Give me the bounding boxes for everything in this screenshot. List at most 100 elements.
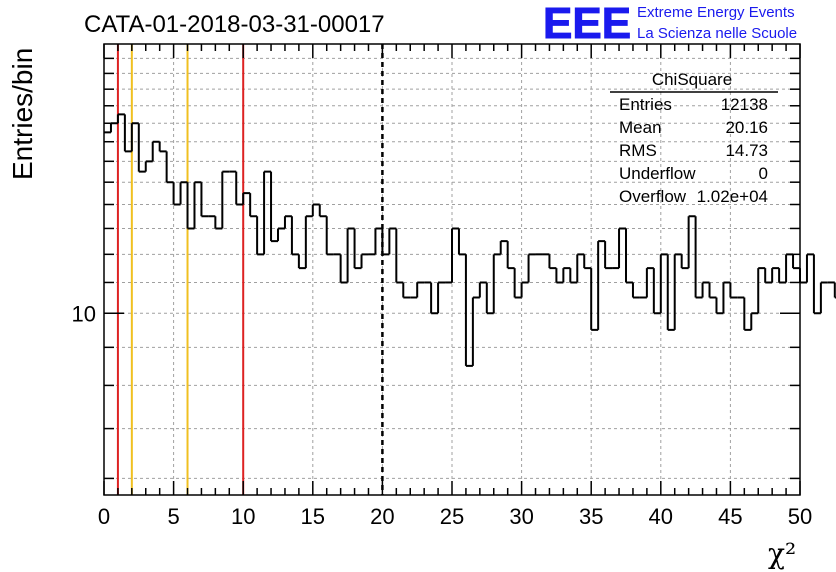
histogram-bin — [318, 204, 327, 218]
histogram-bin — [604, 241, 613, 270]
histogram-bin — [179, 181, 188, 205]
histogram-bin — [381, 228, 390, 256]
histogram-bin — [242, 192, 251, 205]
histogram-bin — [799, 268, 807, 284]
histogram-bin — [743, 297, 752, 331]
histogram-bin — [360, 253, 369, 269]
histogram-bin — [158, 141, 167, 153]
histogram-bin — [597, 240, 606, 330]
histogram-bin — [471, 296, 480, 366]
histogram-bin — [555, 268, 564, 284]
histogram-bin — [805, 253, 814, 283]
histogram-bin — [374, 227, 383, 255]
x-tick-label: 30 — [509, 504, 533, 529]
histogram-bin — [464, 254, 473, 367]
histogram-bin — [457, 228, 466, 256]
y-tick-label: 10 — [72, 301, 96, 326]
histogram-bin — [311, 203, 320, 217]
histogram-bin — [687, 215, 696, 269]
histogram-bin — [353, 228, 362, 270]
run-title: CATA-01-2018-03-31-00017 — [84, 11, 385, 38]
histogram-bin — [416, 281, 425, 298]
logo-line-1: Extreme Energy Events — [637, 4, 795, 21]
histogram-bin — [652, 268, 661, 315]
logo-line-2: La Scienza nelle Scuole — [637, 25, 797, 42]
histogram-bin — [757, 267, 766, 314]
histogram-bin — [116, 113, 125, 124]
histogram-bin — [694, 216, 703, 299]
x-tick-label: 50 — [788, 504, 812, 529]
histogram-bin — [478, 281, 487, 298]
x-tick-label: 10 — [231, 504, 255, 529]
histogram-bin — [235, 171, 244, 206]
histogram-bin — [325, 216, 334, 256]
histogram-bin — [618, 227, 626, 269]
histogram-bin — [708, 282, 717, 299]
histogram-bin — [666, 254, 675, 331]
x-tick-label: 25 — [440, 504, 464, 529]
stats-label: Mean — [619, 118, 662, 137]
histogram-bin — [451, 227, 459, 283]
x-tick-label: 45 — [718, 504, 742, 529]
histogram-bin — [304, 215, 313, 269]
stats-label: Entries — [619, 95, 672, 114]
stats-value: 20.16 — [725, 118, 768, 137]
x-tick-label: 5 — [167, 504, 179, 529]
stats-box: ChiSquare Entries 12138 Mean 20.16 RMS 14.73 U… — [610, 70, 778, 206]
histogram-bin — [506, 241, 515, 270]
histogram-bin — [437, 281, 446, 314]
stats-value: 14.73 — [725, 141, 768, 160]
histogram-bin — [680, 254, 689, 270]
histogram-bin — [172, 182, 181, 206]
histogram-bin — [562, 267, 571, 283]
histogram-bin — [263, 170, 272, 255]
stats-value: 1.02e+04 — [697, 187, 768, 206]
stats-title: ChiSquare — [652, 70, 732, 89]
histogram-bin — [499, 240, 508, 255]
histogram-bin — [290, 216, 299, 256]
histogram-bin — [186, 182, 195, 230]
histogram-bin — [576, 253, 585, 283]
histogram-bin — [513, 268, 522, 299]
histogram-bin — [750, 312, 759, 330]
histogram-bin — [200, 182, 209, 218]
axis-ticks: 0 5 10 15 20 25 30 35 40 45 50 10 — [72, 44, 812, 529]
histogram-bin — [297, 254, 306, 270]
histogram-series — [104, 113, 836, 367]
stats-label: Underflow — [619, 164, 696, 183]
stats-value: 0 — [759, 164, 768, 183]
histogram-bin — [645, 267, 654, 298]
histogram-bin — [430, 282, 439, 315]
histogram-bin — [283, 215, 292, 229]
histogram-bin — [785, 253, 794, 283]
histogram-bin — [388, 227, 397, 255]
histogram-bin — [715, 297, 724, 315]
stats-label: Overflow — [619, 187, 687, 206]
x-tick-label: 20 — [370, 504, 394, 529]
y-axis-label: Entries/bin — [7, 48, 38, 180]
histogram-bin — [812, 254, 821, 315]
histogram-bin — [151, 140, 160, 162]
histogram-bin — [214, 216, 223, 230]
histogram-bin — [778, 268, 787, 284]
stats-rows: Entries 12138 Mean 20.16 RMS 14.73 Underflow 0 O… — [619, 95, 768, 206]
histogram-bin — [395, 228, 404, 284]
histogram-bin — [193, 181, 202, 229]
histogram-bin — [520, 281, 529, 298]
x-tick-label: 0 — [98, 504, 110, 529]
histogram-bin — [109, 122, 118, 133]
histogram-bin — [402, 282, 411, 299]
histogram-bin — [277, 227, 285, 242]
stats-value: 12138 — [721, 95, 768, 114]
histogram-bin — [631, 282, 640, 299]
stats-label: RMS — [619, 141, 657, 160]
histogram-bin — [625, 228, 633, 284]
histogram-bin — [659, 253, 668, 314]
reference-lines — [116, 44, 384, 495]
x-tick-label: 40 — [649, 504, 673, 529]
histogram-bin — [137, 123, 146, 173]
histogram-bin — [527, 253, 536, 283]
histogram-bin — [569, 268, 578, 284]
histogram-bin — [819, 281, 828, 314]
